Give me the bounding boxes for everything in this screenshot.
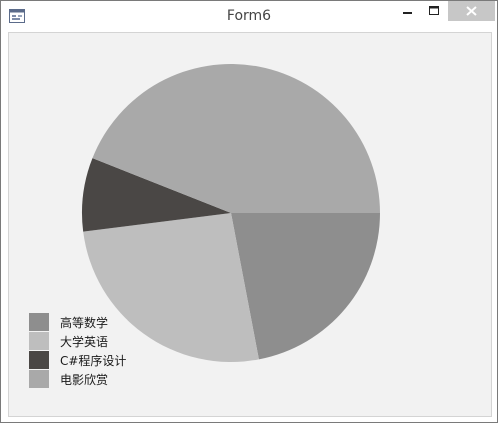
- legend-label-4: 电影欣赏: [60, 373, 108, 387]
- legend-swatch-4: [29, 370, 49, 388]
- title-bar[interactable]: Form6: [1, 1, 497, 32]
- pie-slice-2: [83, 213, 259, 362]
- minimize-button[interactable]: [396, 1, 418, 21]
- minimize-icon: [403, 12, 412, 14]
- legend-label-1: 高等数学: [60, 315, 108, 330]
- legend-swatch-2: [29, 332, 49, 350]
- legend-label-3: C#程序设计: [60, 353, 126, 368]
- window-title: Form6: [226, 8, 272, 24]
- pie-slice-4: [92, 63, 380, 214]
- pie-slice-3: [82, 158, 231, 232]
- form-client-area: 高等数学大学英语 C#程序设计 电影欣赏: [8, 32, 492, 417]
- legend-swatch-3: [29, 351, 49, 369]
- close-icon: [466, 6, 477, 16]
- legend-label-2: 大学英语: [60, 334, 108, 349]
- legend-swatch-1: [29, 313, 49, 331]
- maximize-button[interactable]: [422, 1, 446, 21]
- close-button[interactable]: [448, 1, 495, 21]
- maximize-icon: [429, 6, 439, 15]
- pie-slice-1: [231, 213, 380, 360]
- form-icon: [9, 9, 25, 23]
